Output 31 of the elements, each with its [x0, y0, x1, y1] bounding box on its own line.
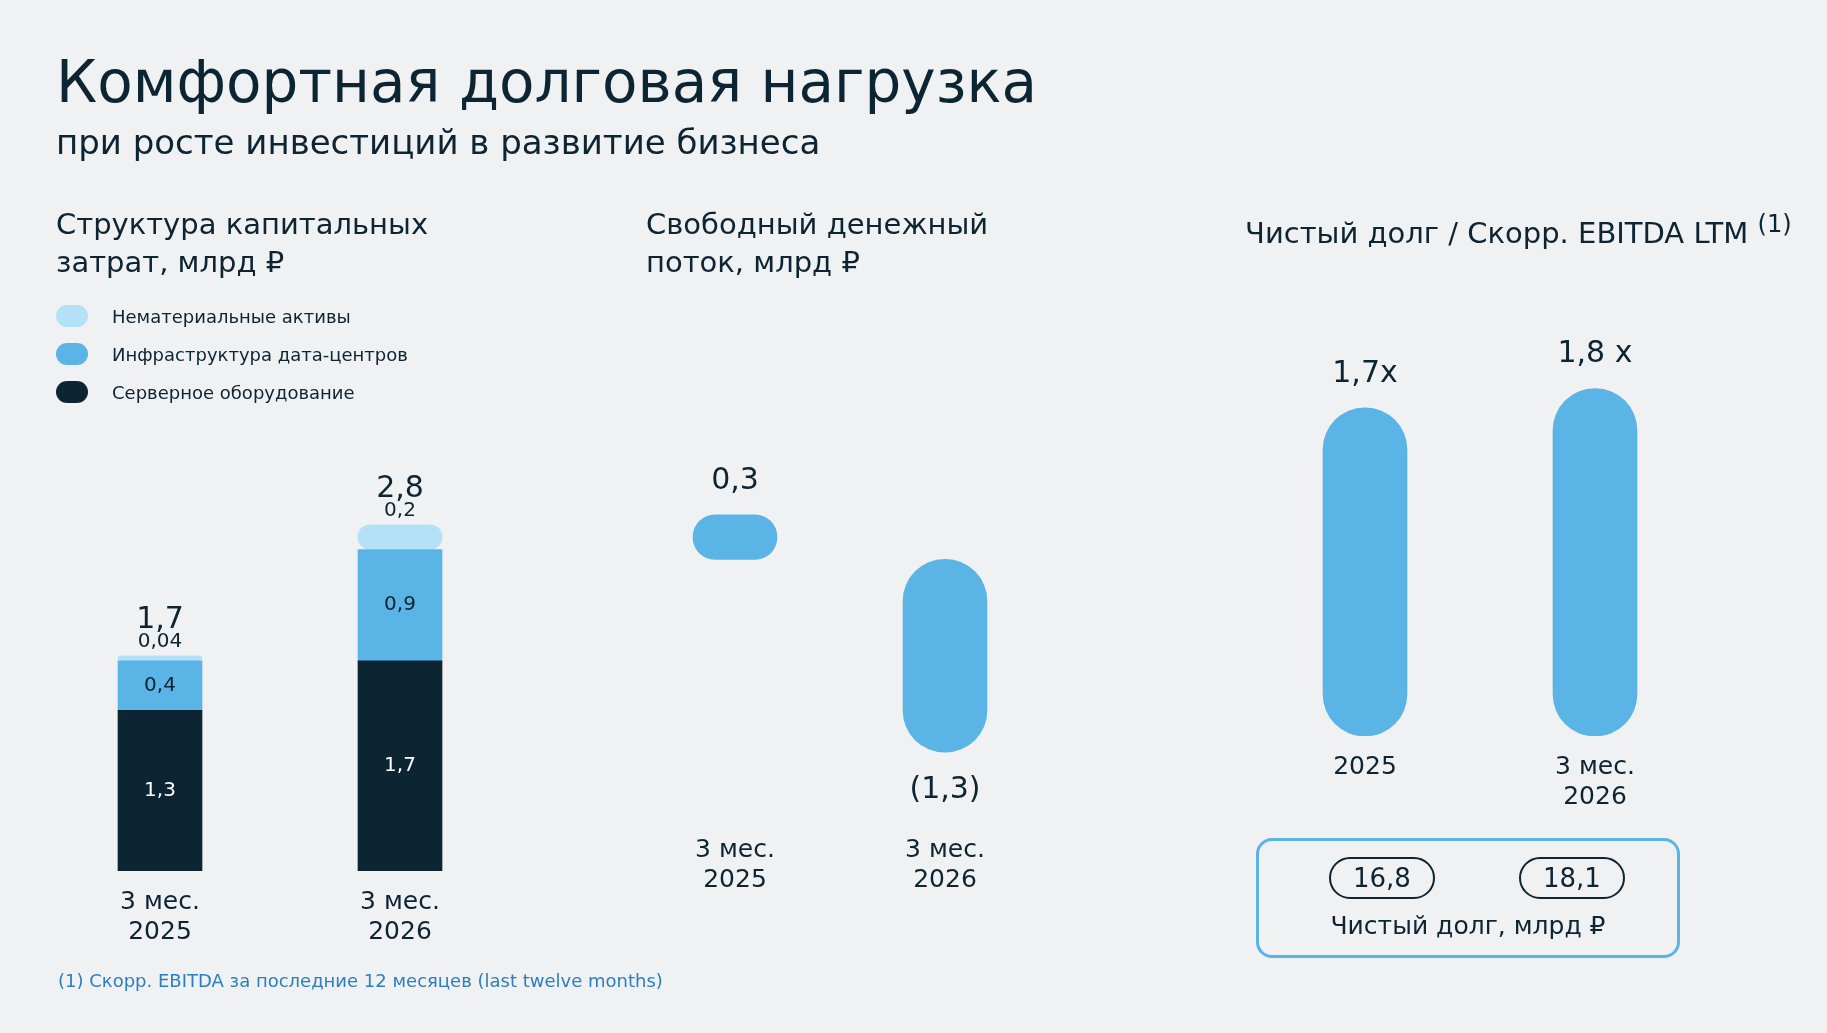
- chart-title: Чистый долг / Скорр. EBITDA LTM $^{(1)}$: [1245, 209, 1793, 252]
- bar: [357, 549, 443, 662]
- legend-label: Серверное оборудование: [112, 381, 355, 403]
- bar: [357, 660, 443, 871]
- text: Чистый долг, млрд ₽: [1329, 911, 1607, 940]
- x-tick-label: 3 мес. 2026: [905, 833, 985, 893]
- legend-label: Нематериальные активы: [112, 305, 351, 327]
- bar: [117, 709, 203, 871]
- data-label: 0,3: [711, 460, 759, 496]
- chart-title: Свободный денежный поток, млрд ₽: [646, 206, 990, 281]
- legend-label: Инфраструктура дата-центров: [112, 343, 408, 365]
- text: Комфортная долговая нагрузка: [56, 48, 1038, 116]
- data-label: 0,9: [384, 591, 416, 616]
- x-tick-label: 3 мес. 2025: [120, 885, 200, 945]
- text: (1) Скорр. EBITDA за последние 12 месяцев (last twelve months): [58, 970, 663, 991]
- data-label: 1,7x: [1332, 353, 1398, 389]
- x-tick-label: 3 мес. 2026: [360, 885, 440, 945]
- data-label: (1,3): [909, 769, 981, 805]
- x-tick-label: 2025: [1333, 750, 1397, 780]
- x-tick-label: 3 мес. 2025: [695, 833, 775, 893]
- bar: [357, 524, 443, 550]
- data-label: 1,7: [384, 752, 416, 777]
- text: 18,1: [1519, 857, 1625, 899]
- bar: [117, 660, 203, 711]
- x-tick-label: 3 мес. 2026: [1555, 750, 1635, 810]
- chart-title: Структура капитальных затрат, млрд ₽: [56, 206, 430, 281]
- text: при росте инвестиций в развитие бизнеса: [56, 122, 821, 162]
- data-label: 1,8 x: [1557, 334, 1633, 370]
- data-label: 1,3: [144, 776, 176, 801]
- text: 16,8: [1329, 857, 1435, 899]
- data-label: 0,4: [144, 671, 176, 696]
